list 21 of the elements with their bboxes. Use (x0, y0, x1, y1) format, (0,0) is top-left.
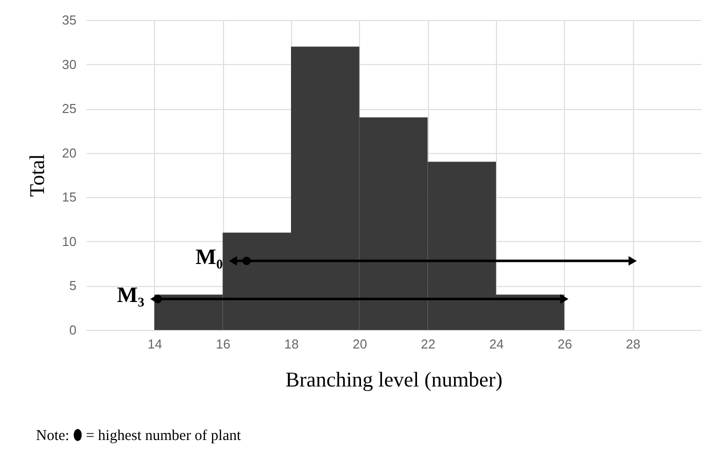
x-tick-label: 18 (284, 336, 299, 352)
x-tick-label: 24 (489, 336, 504, 352)
y-tick-label: 0 (69, 322, 76, 338)
y-tick-label: 25 (62, 101, 76, 116)
x-axis-title: Branching level (number) (286, 368, 502, 392)
series-label: M₃ (116, 282, 145, 307)
x-tick-label: 22 (420, 336, 436, 352)
y-tick-label: 10 (62, 234, 76, 249)
y-tick-label: 35 (62, 12, 76, 28)
y-tick-label: 20 (62, 145, 76, 160)
x-tick-label: 20 (352, 336, 368, 352)
y-tick-label: 30 (62, 56, 76, 72)
x-tick-label: 28 (626, 336, 640, 352)
y-axis-title: Total (25, 154, 50, 197)
y-tick-label: 15 (62, 190, 76, 205)
x-tick-label: 16 (216, 336, 230, 352)
series-label: M₀ (196, 244, 224, 269)
x-tick-label: 26 (558, 336, 572, 352)
y-tick-label: 5 (69, 278, 76, 294)
text: Note: ⬮ = highest number of plant (36, 428, 242, 444)
x-tick-label: 14 (148, 336, 162, 352)
